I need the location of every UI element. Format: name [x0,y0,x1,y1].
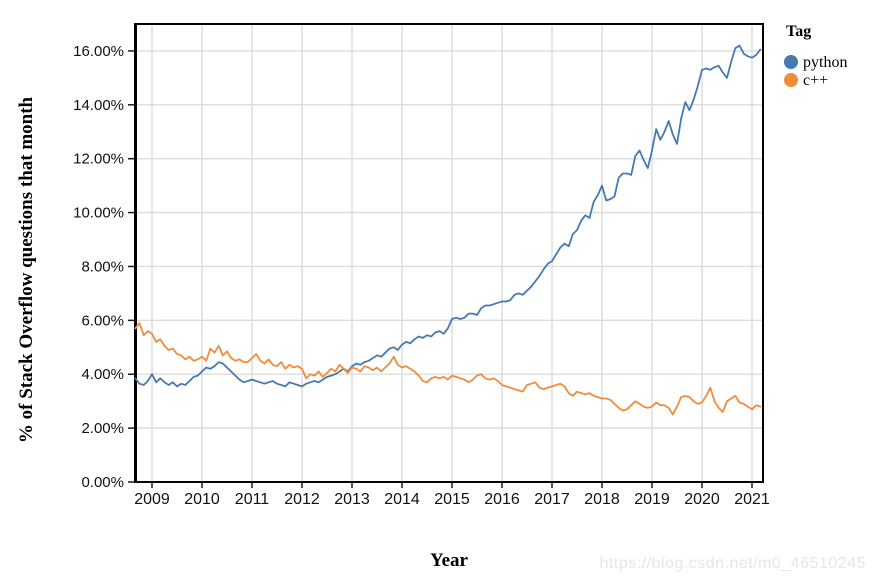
plot-border [134,23,764,483]
y-axis-title: % of Stack Overflow questions that month [16,96,37,443]
x-axis-title: Year [430,550,469,571]
x-tick-label: 2019 [634,491,670,508]
python-line [134,44,762,388]
legend-swatch-c++ [784,73,798,87]
c++-line [134,322,762,416]
y-tick-label: 12.00% [73,151,124,168]
y-tick-label: 16.00% [73,43,124,60]
y-tick-label: 2.00% [81,420,124,437]
y-tick-label: 10.00% [73,205,124,222]
x-tick-label: 2016 [484,491,520,508]
x-tick-label: 2018 [584,491,620,508]
x-tick-label: 2021 [734,491,770,508]
chart-render-root: 2009 2010 2011 2012 2013 2014 2015 2016 2017 2018… [73,23,770,508]
legend-label-python: python [803,54,847,71]
x-tick-label: 2013 [334,491,370,508]
y-tick-label: 4.00% [81,366,124,383]
x-tick-label: 2011 [235,491,270,508]
x-tick-label: 2020 [684,491,720,508]
x-tick-label: 2014 [384,491,420,508]
legend-title: Tag [786,23,811,40]
x-tick-label: 2017 [534,491,570,508]
y-tick-label: 8.00% [81,258,124,275]
y-tick-label: 14.00% [73,97,124,114]
x-tick-label: 2012 [284,491,320,508]
x-tick-label: 2009 [134,491,170,508]
x-tick-label: 2010 [184,491,220,508]
y-tick-label: 6.00% [81,312,124,329]
legend-swatch-python [784,55,798,69]
x-tick-label: 2015 [434,491,470,508]
watermark: https://blog.csdn.net/m0_46510245 [600,555,866,572]
y-tick-label: 0.00% [81,474,124,491]
legend-label-c++: c++ [803,72,828,89]
